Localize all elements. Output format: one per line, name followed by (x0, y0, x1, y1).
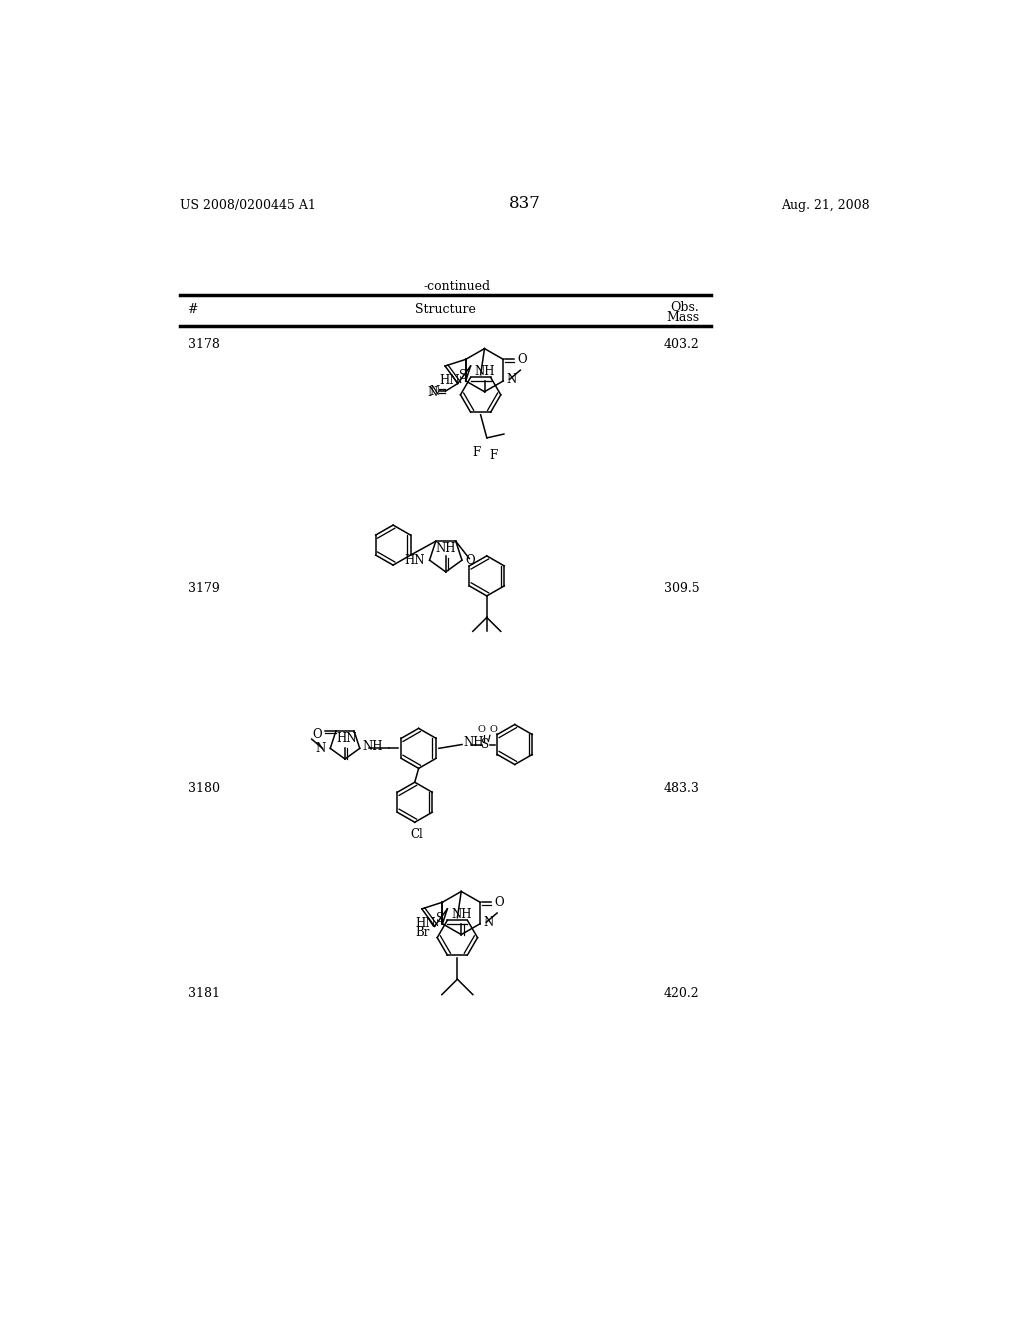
Text: HN: HN (439, 375, 460, 388)
Text: 483.3: 483.3 (664, 783, 699, 796)
Text: NH: NH (451, 908, 471, 921)
Text: #: # (187, 302, 198, 315)
Text: 3179: 3179 (187, 582, 219, 595)
Text: N: N (507, 372, 517, 385)
Text: NH: NH (435, 543, 456, 554)
Text: S: S (481, 738, 489, 751)
Text: Aug. 21, 2008: Aug. 21, 2008 (781, 199, 870, 213)
Text: N: N (427, 387, 437, 399)
Text: 420.2: 420.2 (664, 987, 699, 999)
Text: F: F (488, 449, 497, 462)
Text: Structure: Structure (415, 302, 476, 315)
Text: NH: NH (474, 364, 495, 378)
Text: S: S (460, 370, 468, 381)
Text: 309.5: 309.5 (664, 582, 699, 595)
Text: N: N (483, 916, 494, 929)
Text: N: N (429, 384, 439, 397)
Text: Obs.: Obs. (671, 301, 699, 314)
Text: Br: Br (416, 927, 430, 939)
Text: O: O (489, 725, 497, 734)
Text: F: F (472, 446, 480, 458)
Text: 403.2: 403.2 (664, 338, 699, 351)
Text: Cl: Cl (410, 829, 423, 841)
Text: N: N (315, 742, 326, 755)
Text: NH: NH (362, 741, 383, 754)
Text: O: O (517, 352, 527, 366)
Text: HN: HN (416, 917, 436, 931)
Text: O: O (312, 727, 322, 741)
Text: 837: 837 (509, 195, 541, 213)
Text: NH: NH (464, 737, 484, 750)
Text: HN: HN (404, 553, 425, 566)
Text: 3181: 3181 (187, 987, 219, 999)
Text: O: O (477, 725, 485, 734)
Text: -continued: -continued (424, 280, 490, 293)
Text: O: O (494, 896, 504, 908)
Text: 3178: 3178 (187, 338, 219, 351)
Text: S: S (436, 912, 444, 925)
Text: 3180: 3180 (187, 783, 219, 796)
Text: O: O (465, 553, 475, 566)
Text: Mass: Mass (667, 312, 699, 323)
Text: US 2008/0200445 A1: US 2008/0200445 A1 (179, 199, 315, 213)
Text: HN: HN (336, 733, 356, 744)
